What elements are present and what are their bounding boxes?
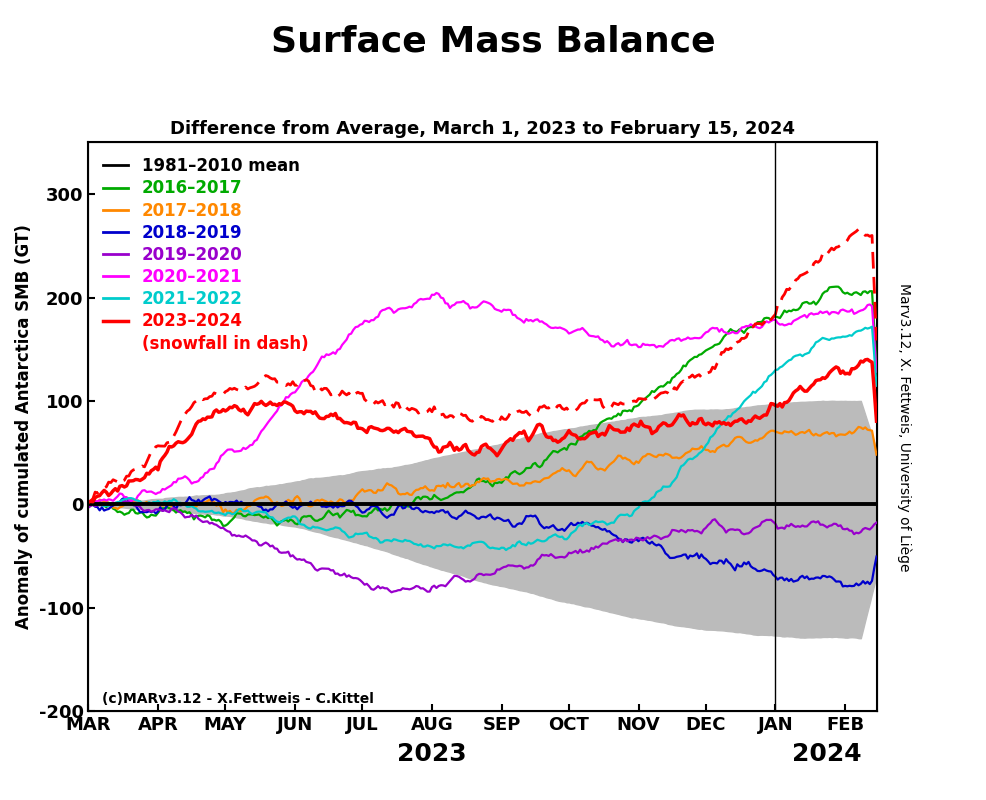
Text: 2023: 2023 <box>397 742 466 766</box>
Text: (c)MARv3.12 - X.Fettweis - C.Kittel: (c)MARv3.12 - X.Fettweis - C.Kittel <box>102 692 374 706</box>
Text: Surface Mass Balance: Surface Mass Balance <box>271 24 715 58</box>
Title: Difference from Average, March 1, 2023 to February 15, 2024: Difference from Average, March 1, 2023 t… <box>170 120 795 138</box>
Legend: 1981–2010 mean, 2016–2017, 2017–2018, 2018–2019, 2019–2020, 2020–2021, 2021–2022: 1981–2010 mean, 2016–2017, 2017–2018, 20… <box>97 150 316 359</box>
Y-axis label: Anomaly of cumulated Antarctica SMB (GT): Anomaly of cumulated Antarctica SMB (GT) <box>15 225 33 630</box>
Y-axis label: Marv3.12, X. Fettweis, University of Liège: Marv3.12, X. Fettweis, University of Liè… <box>897 282 912 571</box>
Text: 2024: 2024 <box>793 742 862 766</box>
